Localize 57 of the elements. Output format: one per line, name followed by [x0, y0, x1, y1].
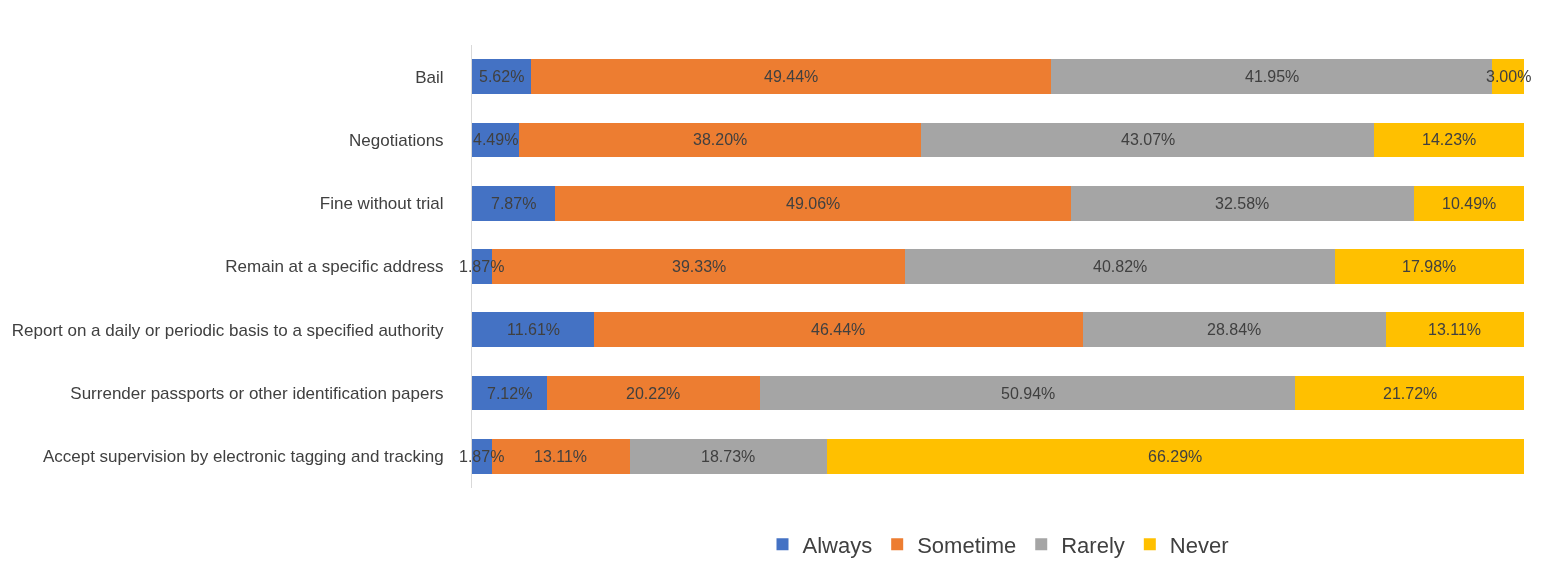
bar — [594, 312, 1083, 348]
bar — [1385, 312, 1524, 348]
legend-label: Sometime — [917, 532, 1017, 558]
data-label: 50.94% — [1001, 385, 1056, 402]
legend-label: Rarely — [1061, 532, 1125, 558]
data-label: 43.07% — [1121, 131, 1176, 148]
y-tick-label: Report on a daily or periodic basis to a specified authority — [11, 320, 445, 340]
y-tick-label: Bail — [415, 67, 444, 87]
bar — [1334, 249, 1524, 284]
y-tick-label: Remain at a specific address — [225, 257, 444, 277]
data-label: 46.44% — [811, 321, 866, 338]
bar — [531, 59, 1052, 95]
bar — [921, 122, 1375, 158]
y-tick-label: Surrender passports or other identification papers — [70, 384, 444, 404]
data-label: 13.11% — [1428, 321, 1482, 338]
data-label: 14.23% — [1422, 131, 1477, 148]
data-label: 18.73% — [701, 448, 756, 465]
data-label: 10.49% — [1442, 195, 1497, 212]
data-label: 17.98% — [1402, 258, 1457, 275]
data-label: 38.20% — [693, 131, 748, 148]
data-label: 20.22% — [626, 385, 681, 402]
legend-label: Never — [1169, 532, 1229, 558]
y-tick-label: Accept supervision by electronic tagging and tracking — [42, 447, 444, 467]
bar — [546, 375, 760, 411]
data-label: 1.87% — [459, 448, 505, 465]
data-label: 39.33% — [672, 258, 727, 275]
data-label: 7.12% — [487, 385, 533, 402]
data-label: 40.82% — [1093, 258, 1148, 275]
legend-label: Always — [802, 532, 873, 558]
bar — [826, 438, 1524, 474]
data-label: 1.87% — [459, 258, 505, 275]
data-label: 28.84% — [1207, 321, 1262, 338]
y-tick-label: Fine without trial — [319, 194, 444, 214]
data-label: 5.62% — [479, 68, 525, 85]
data-label: 13.11% — [534, 448, 588, 465]
y-tick-label: Negotiations — [349, 130, 444, 150]
data-label: 11.61% — [507, 321, 561, 338]
bar — [1070, 185, 1414, 221]
bar — [1413, 185, 1524, 221]
bar — [759, 375, 1296, 411]
bar — [472, 185, 555, 221]
bar — [1082, 312, 1386, 348]
bar — [905, 249, 1335, 284]
data-label: 4.49% — [473, 131, 519, 148]
bar — [519, 122, 922, 158]
data-label: 41.95% — [1245, 68, 1300, 85]
bar — [554, 185, 1071, 221]
bar — [1295, 375, 1524, 411]
data-label: 66.29% — [1148, 448, 1203, 465]
data-label: 7.87% — [491, 195, 537, 212]
bar — [472, 312, 595, 348]
data-label: 49.06% — [786, 195, 841, 212]
data-label: 32.58% — [1215, 195, 1270, 212]
bar — [629, 438, 827, 474]
data-label: 21.72% — [1383, 385, 1438, 402]
bar — [1374, 122, 1524, 158]
data-label: 49.44% — [764, 68, 819, 85]
